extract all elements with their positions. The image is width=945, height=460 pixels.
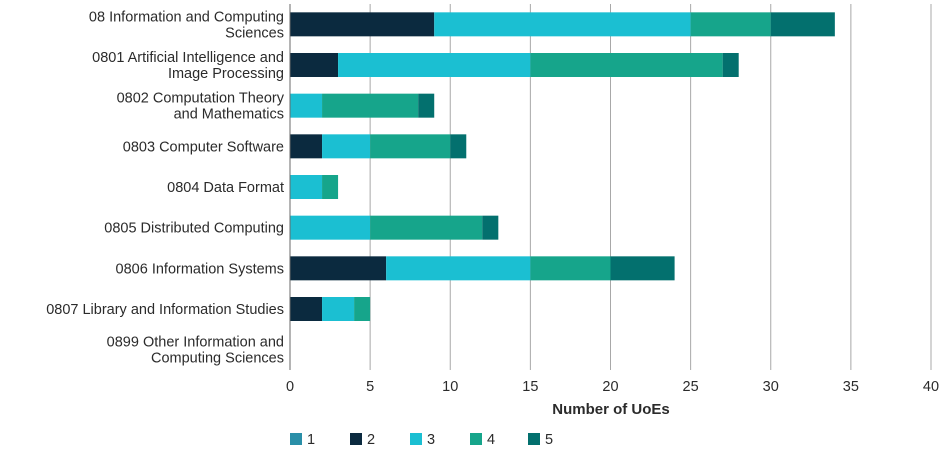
bar-segment-cat3-series-2 xyxy=(290,134,323,159)
bar-segment-cat0-series-3 xyxy=(434,12,691,37)
category-label-1-line1: Image Processing xyxy=(168,66,284,82)
category-label-7: 0807 Library and Information Studies xyxy=(46,302,284,318)
bar-segment-cat0-series-2 xyxy=(290,12,435,37)
category-label-2-line0: 0802 Computation Theory xyxy=(117,91,285,107)
bar-segment-cat1-series-3 xyxy=(338,53,531,77)
category-label-6: 0806 Information Systems xyxy=(116,261,284,277)
category-label-3: 0803 Computer Software xyxy=(123,139,284,155)
bar-segment-cat7-series-3 xyxy=(322,297,355,321)
category-label-1-line0: 0801 Artificial Intelligence and xyxy=(92,50,284,66)
bars xyxy=(290,12,835,321)
bar-segment-cat2-series-5 xyxy=(418,93,435,118)
legend: 1 2 3 4 5 xyxy=(290,432,553,448)
bar-segment-cat3-series-5 xyxy=(450,134,467,159)
category-label-4: 0804 Data Format xyxy=(167,180,284,196)
legend-swatch-5 xyxy=(528,433,540,445)
bar-segment-cat6-series-4 xyxy=(530,256,611,281)
x-tick-label-0: 0 xyxy=(286,379,294,395)
bar-segment-cat0-series-4 xyxy=(690,12,771,37)
bar-segment-cat7-series-2 xyxy=(290,297,323,321)
legend-label-1: 1 xyxy=(307,432,315,448)
bar-segment-cat0-series-5 xyxy=(770,12,835,37)
bar-segment-cat5-series-4 xyxy=(370,215,483,240)
bar-segment-cat3-series-3 xyxy=(322,134,371,159)
legend-swatch-2 xyxy=(350,433,362,445)
bar-segment-cat2-series-4 xyxy=(322,93,419,118)
bar-segment-cat5-series-5 xyxy=(482,215,499,240)
bar-segment-cat6-series-3 xyxy=(386,256,531,281)
legend-label-4: 4 xyxy=(487,432,495,448)
legend-swatch-3 xyxy=(410,433,422,445)
x-tick-label-20: 20 xyxy=(602,379,618,395)
bar-segment-cat5-series-3 xyxy=(290,215,371,240)
x-axis-title: Number of UoEs xyxy=(552,401,670,418)
category-label-8-line1: Computing Sciences xyxy=(151,351,284,367)
bar-segment-cat7-series-4 xyxy=(354,297,371,321)
bar-segment-cat1-series-5 xyxy=(722,53,739,77)
legend-swatch-1 xyxy=(290,433,302,445)
bar-segment-cat4-series-4 xyxy=(322,175,339,199)
category-label-5: 0805 Distributed Computing xyxy=(104,221,284,237)
legend-label-3: 3 xyxy=(427,432,435,448)
x-tick-label-40: 40 xyxy=(923,379,939,395)
category-label-0-line0: 08 Information and Computing xyxy=(89,9,284,25)
bar-segment-cat3-series-4 xyxy=(370,134,451,159)
legend-label-5: 5 xyxy=(545,432,553,448)
x-tick-label-10: 10 xyxy=(442,379,458,395)
category-label-2-line1: and Mathematics xyxy=(174,107,284,123)
bar-segment-cat1-series-4 xyxy=(530,53,723,77)
category-label-0-line1: Sciences xyxy=(225,25,284,41)
bar-segment-cat6-series-2 xyxy=(290,256,387,281)
legend-label-2: 2 xyxy=(367,432,375,448)
bar-segment-cat6-series-5 xyxy=(610,256,675,281)
x-tick-label-25: 25 xyxy=(683,379,699,395)
x-tick-label-15: 15 xyxy=(522,379,538,395)
bar-segment-cat4-series-3 xyxy=(290,175,323,199)
x-tick-labels: 0 5 10 15 20 25 30 35 40 xyxy=(286,379,939,395)
x-tick-label-35: 35 xyxy=(843,379,859,395)
x-tick-label-30: 30 xyxy=(763,379,779,395)
bar-segment-cat1-series-2 xyxy=(290,53,339,77)
category-label-8-line0: 0899 Other Information and xyxy=(107,335,284,351)
bar-segment-cat2-series-3 xyxy=(290,93,323,118)
x-tick-label-5: 5 xyxy=(366,379,374,395)
legend-swatch-4 xyxy=(470,433,482,445)
